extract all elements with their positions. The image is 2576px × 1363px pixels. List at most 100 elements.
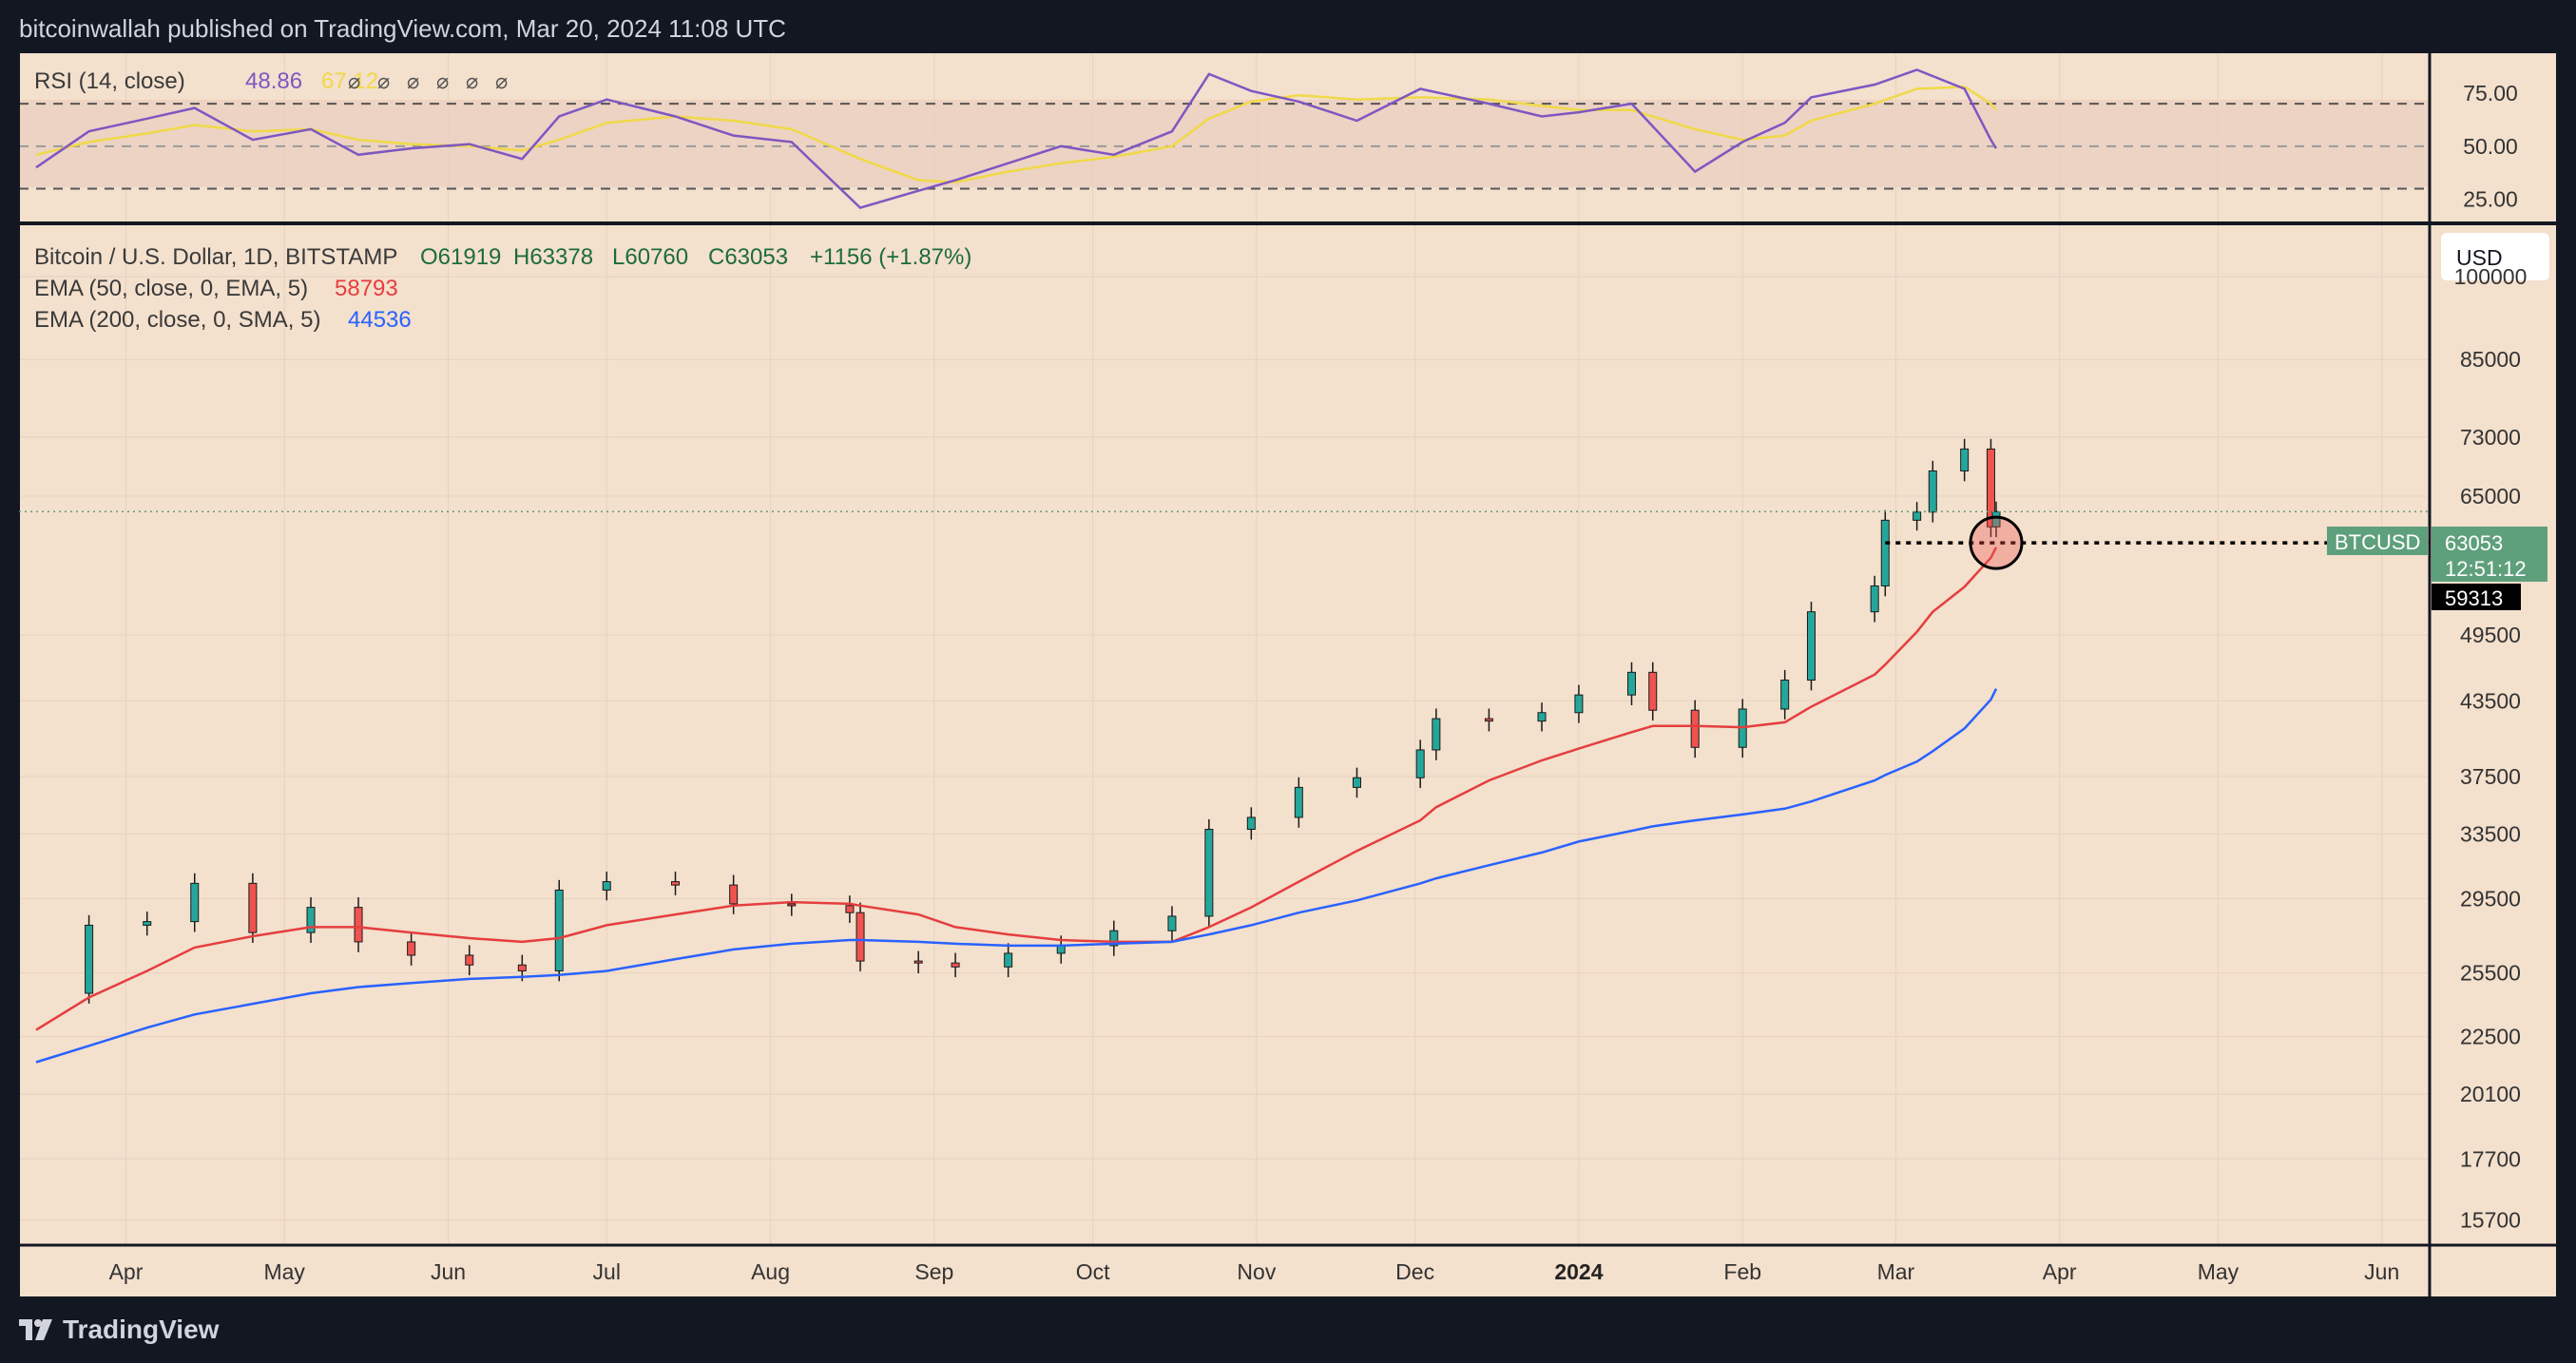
rsi-scale-label: 25.00	[2463, 187, 2518, 212]
ohlc-low: L60760	[612, 244, 688, 270]
price-axis-label: 100000	[2454, 264, 2528, 289]
last-price-box	[2432, 527, 2547, 582]
candle[interactable]	[1960, 448, 1970, 471]
candle[interactable]	[1991, 510, 2001, 528]
candle[interactable]	[1913, 511, 1922, 521]
candle[interactable]	[1167, 915, 1177, 931]
rsi-na-marks: ⌀ ⌀ ⌀ ⌀ ⌀ ⌀	[348, 69, 508, 93]
price-axis-label: 22500	[2460, 1025, 2521, 1049]
time-axis-label: Oct	[1076, 1259, 1110, 1284]
candle[interactable]	[913, 960, 923, 964]
ema200-legend-label[interactable]: EMA (200, close, 0, SMA, 5)	[34, 307, 320, 333]
candle[interactable]	[602, 881, 611, 891]
candle[interactable]	[855, 912, 865, 962]
candle[interactable]	[1352, 777, 1361, 788]
rsi-na-mark: ⌀	[407, 69, 419, 93]
time-axis-label: Nov	[1237, 1259, 1276, 1284]
price-axis-label: 65000	[2460, 484, 2521, 509]
ohlc-high: H63378	[513, 244, 593, 270]
rsi-ma-legend-value: 67.12	[321, 68, 378, 94]
candle[interactable]	[1204, 829, 1214, 917]
price-axis[interactable]: 100000 85000 73000 65000 49500 43500 37500 3350…	[2454, 264, 2528, 1232]
rsi-na-mark: ⌀	[348, 69, 360, 93]
time-axis[interactable]: Apr May Jun Jul Aug Sep Oct Nov Dec 2024 Feb Mar Apr…	[109, 1259, 2400, 1284]
symbol-line[interactable]: Bitcoin / U.S. Dollar, 1D, BITSTAMP	[34, 244, 397, 270]
candle[interactable]	[1648, 671, 1658, 711]
currency-button[interactable]	[2441, 233, 2549, 280]
candle[interactable]	[407, 941, 416, 956]
chart-frame	[18, 51, 2558, 1297]
candle[interactable]	[1690, 709, 1700, 748]
time-axis-label: Jul	[593, 1259, 621, 1284]
candle[interactable]	[1246, 816, 1256, 831]
rsi-price-scale: 75.00 50.00 25.00	[2463, 81, 2518, 212]
candle[interactable]	[1880, 519, 1890, 586]
candle[interactable]	[729, 884, 739, 905]
ema200-legend-value: 44536	[348, 307, 412, 333]
ohlc-close: C63053	[708, 244, 788, 270]
candle[interactable]	[1294, 786, 1303, 818]
candle[interactable]	[1004, 952, 1013, 968]
candle[interactable]	[248, 882, 258, 933]
candle[interactable]	[787, 903, 797, 907]
candle[interactable]	[1870, 585, 1879, 613]
candle[interactable]	[1574, 694, 1584, 714]
tradingview-logo-icon	[19, 1319, 52, 1340]
candle[interactable]	[190, 882, 200, 923]
candle[interactable]	[306, 907, 316, 933]
tradingview-brand: TradingView	[63, 1315, 220, 1344]
candles-layer[interactable]	[85, 438, 2001, 1004]
candle[interactable]	[1806, 611, 1816, 682]
time-axis-label: May	[263, 1259, 305, 1284]
candle[interactable]	[1627, 671, 1637, 696]
rsi-ma-line[interactable]	[35, 86, 1997, 184]
rsi-na-mark: ⌀	[436, 69, 449, 93]
last-price-label: 63053	[2445, 531, 2503, 555]
candle[interactable]	[951, 962, 960, 968]
rsi-panel[interactable]	[19, 68, 2430, 210]
candle[interactable]	[1986, 448, 1995, 528]
tradingview-logo[interactable]: TradingView	[19, 1315, 219, 1345]
candle[interactable]	[671, 881, 681, 886]
candle[interactable]	[554, 889, 564, 971]
time-axis-label: Dec	[1395, 1259, 1434, 1284]
candle[interactable]	[1537, 712, 1547, 722]
candle[interactable]	[1484, 718, 1493, 722]
ticker-label: BTCUSD	[2335, 530, 2420, 554]
price-axis-label: 37500	[2460, 764, 2521, 789]
time-axis-label: Feb	[1723, 1259, 1761, 1284]
candle[interactable]	[1432, 718, 1441, 751]
ema200-line[interactable]	[35, 688, 1998, 1064]
currency-button-label[interactable]: USD	[2456, 245, 2503, 270]
candle[interactable]	[143, 921, 152, 926]
candle[interactable]	[1780, 680, 1790, 710]
candle[interactable]	[517, 964, 527, 971]
support-level-box	[2432, 584, 2521, 610]
highlight-circle	[1969, 515, 2024, 570]
time-axis-label: Jun	[431, 1259, 466, 1284]
candle[interactable]	[1928, 470, 1937, 513]
candle[interactable]	[1109, 930, 1119, 947]
price-axis-label: 20100	[2460, 1082, 2521, 1106]
time-axis-label: Apr	[109, 1259, 144, 1284]
price-axis-label: 17700	[2460, 1146, 2521, 1171]
ticker-label-box	[2327, 527, 2428, 555]
indicator-lines	[35, 547, 1998, 1064]
price-axis-label: 85000	[2460, 347, 2521, 372]
price-axis-label: 43500	[2460, 688, 2521, 713]
candle[interactable]	[354, 907, 363, 943]
candle[interactable]	[845, 905, 855, 913]
candle[interactable]	[85, 924, 94, 994]
time-axis-label: 2024	[1554, 1259, 1603, 1284]
chart-background	[19, 52, 2557, 1297]
rsi-line[interactable]	[35, 68, 1998, 210]
candle[interactable]	[1415, 749, 1425, 778]
ema50-legend-label[interactable]: EMA (50, close, 0, EMA, 5)	[34, 276, 308, 301]
rsi-na-mark: ⌀	[495, 69, 508, 93]
rsi-scale-label: 50.00	[2463, 134, 2518, 159]
rsi-na-mark: ⌀	[377, 69, 390, 93]
time-axis-label: Jun	[2364, 1259, 2399, 1284]
chart-canvas[interactable]: RSI (14, close) 48.86 67.12 ⌀ ⌀ ⌀ ⌀ ⌀ ⌀ 75.00…	[0, 0, 2576, 1297]
countdown-label: 12:51:12	[2445, 557, 2527, 581]
candle[interactable]	[465, 954, 474, 966]
